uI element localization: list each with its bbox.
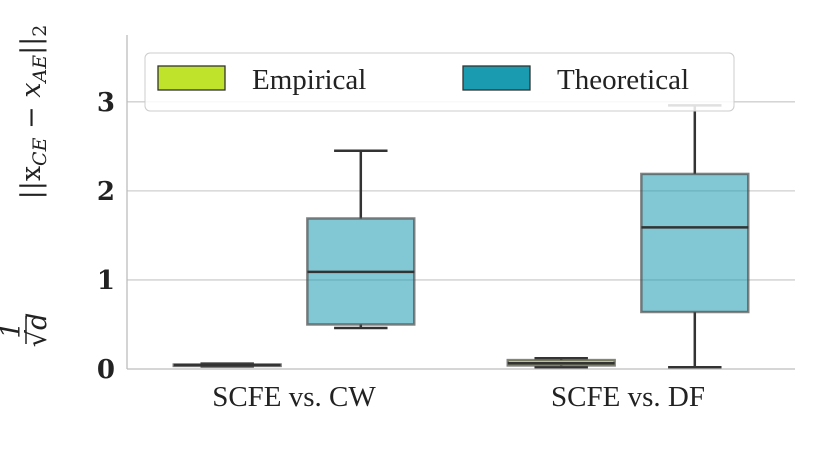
legend-swatch-theoretical (462, 65, 531, 91)
legend-label-empirical: Empirical (252, 64, 366, 96)
box-theoretical-0 (306, 149, 416, 330)
axes (126, 35, 795, 370)
box-theoretical-1 (640, 104, 750, 369)
ylabel-fraction: 1 √d (0, 313, 53, 348)
ylabel-sub-ce: CE (29, 137, 51, 166)
box-empirical-1 (506, 357, 616, 369)
legend-label-theoretical: Theoretical (557, 64, 689, 96)
x-category-label-1: SCFE vs. DF (551, 381, 705, 413)
ylabel-norm-end: || (16, 37, 47, 55)
boxes (172, 104, 750, 369)
box-empirical-0 (172, 362, 282, 368)
ylabel-norm-start: ||x (16, 166, 47, 199)
ylabel-sub-ae: AE (29, 55, 51, 85)
y-axis-label: ||xCE − xAE||2 1 √d (0, 25, 53, 348)
y-tick-labels: 0 1 2 3 (97, 88, 115, 385)
legend: Empirical Theoretical (144, 52, 735, 112)
y-tick-label-3: 3 (97, 88, 115, 118)
ylabel-minus: − x (16, 83, 47, 138)
ylabel-frac-num: 1 (0, 321, 27, 338)
x-category-label-0: SCFE vs. CW (212, 381, 376, 413)
svg-text:||xCE − xAE||2: ||xCE − xAE||2 (16, 25, 51, 200)
y-tick-label-1: 1 (97, 266, 115, 296)
legend-frame (144, 52, 735, 112)
x-category-labels: SCFE vs. CW SCFE vs. DF (212, 381, 705, 413)
legend-swatch-empirical (157, 65, 226, 91)
box-iqr (640, 172, 750, 314)
y-tick-label-0: 0 (97, 355, 115, 385)
ylabel-frac-den: √d (22, 313, 53, 348)
y-tick-label-2: 2 (97, 177, 115, 207)
ylabel-norm-sub: 2 (29, 25, 51, 37)
